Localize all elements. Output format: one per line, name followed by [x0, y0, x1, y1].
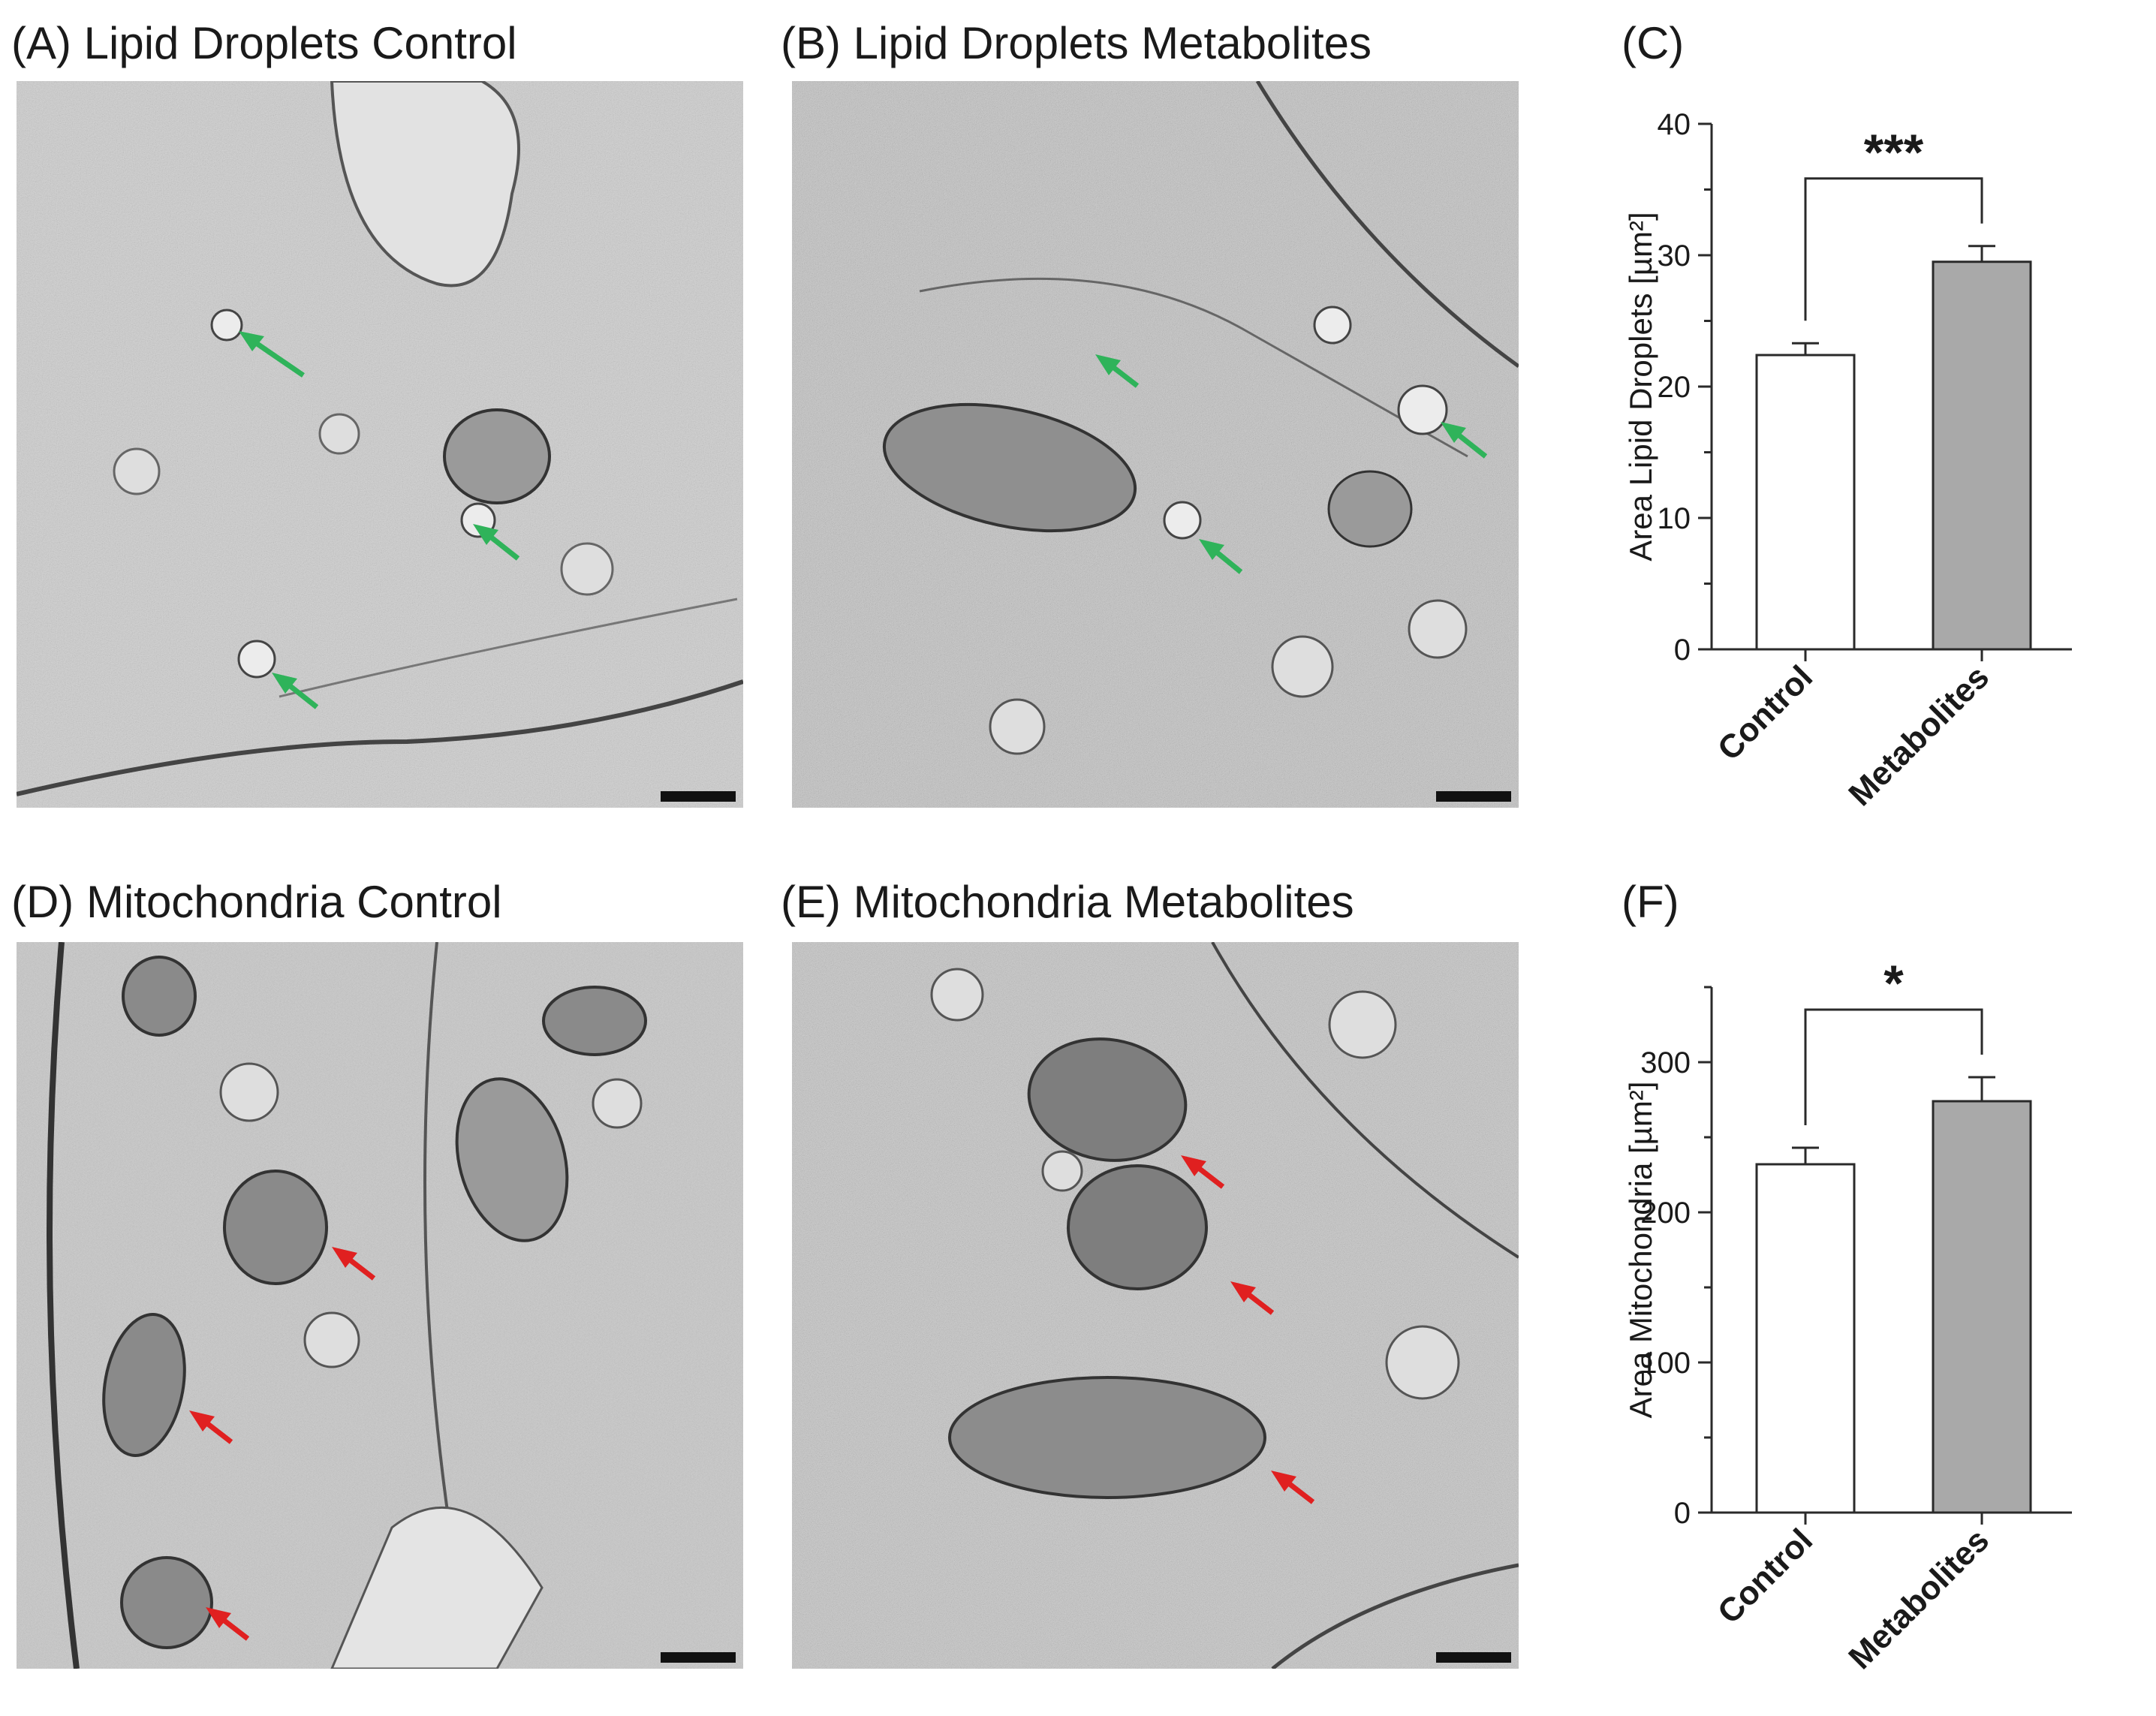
green-arrow-icon — [1441, 422, 1466, 443]
y-tick-label: 300 — [1640, 1046, 1691, 1079]
green-arrow-icon — [1199, 539, 1224, 560]
micrograph — [792, 942, 1519, 1669]
em-image-mito-metabolites — [792, 942, 1519, 1669]
significance-label: *** — [1864, 124, 1924, 181]
red-arrow-icon — [206, 1607, 231, 1628]
x-tick-label: Control — [1711, 658, 1820, 767]
red-arrow-icon — [1230, 1281, 1256, 1302]
x-tick-label: Control — [1711, 1522, 1820, 1630]
green-arrow-icon — [272, 673, 297, 694]
bar-control — [1755, 1163, 1856, 1514]
panel-a-title: (A) Lipid Droplets Control — [11, 18, 517, 68]
scale-bar — [1436, 1652, 1511, 1663]
panel-f-title: (F) — [1622, 877, 1679, 927]
em-image-mito-control — [17, 942, 743, 1669]
micrograph — [17, 942, 743, 1669]
y-axis-label: Area Mitochondria [µm²] — [1623, 1081, 1658, 1418]
green-arrow-icon — [239, 331, 264, 351]
significance-bracket — [1804, 1008, 1983, 1125]
bar-metabolites — [1932, 1100, 2032, 1514]
y-tick-label: 200 — [1640, 1197, 1691, 1230]
chart-svg: 0 10 20 30 40 Area Lipid Droplets [µm²] Contro… — [1623, 108, 2072, 813]
panel-b-title: (B) Lipid Droplets Metabolites — [781, 18, 1372, 68]
bar-chart-mitochondria: 0 100 200 300 Area Mitochondria [µm²] Control… — [1622, 953, 2147, 1704]
y-tick-label: 0 — [1674, 1497, 1691, 1530]
x-tick-label: Metabolites — [1841, 1522, 1996, 1676]
y-tick-label: 20 — [1658, 371, 1691, 404]
red-arrow-icon — [1181, 1155, 1206, 1176]
panel-d-title: (D) Mitochondria Control — [11, 877, 502, 927]
green-arrow-icon — [473, 524, 498, 545]
micrograph — [792, 81, 1519, 808]
micrograph — [17, 81, 743, 808]
bar-chart-lipid-droplets: 0 10 20 30 40 Area Lipid Droplets [µm²] Contro… — [1622, 90, 2147, 841]
em-image-lipid-metabolites — [792, 81, 1519, 808]
y-tick-label: 40 — [1658, 108, 1691, 141]
scale-bar — [1436, 791, 1511, 802]
y-tick-label: 30 — [1658, 239, 1691, 272]
y-tick-label: 0 — [1674, 634, 1691, 667]
red-arrow-icon — [1271, 1471, 1296, 1492]
y-tick-label: 100 — [1640, 1347, 1691, 1380]
panel-c-title: (C) — [1622, 18, 1685, 68]
y-tick-label: 10 — [1658, 502, 1691, 535]
red-arrow-icon — [332, 1247, 357, 1268]
panel-e-title: (E) Mitochondria Metabolites — [781, 877, 1354, 927]
bar-metabolites — [1932, 260, 2032, 651]
bar-control — [1755, 354, 1856, 651]
significance-bracket — [1804, 177, 1983, 321]
y-axis-label: Area Lipid Droplets [µm²] — [1623, 212, 1658, 561]
em-image-lipid-control — [17, 81, 743, 808]
green-arrow-icon — [1095, 354, 1121, 375]
x-tick-label: Metabolites — [1841, 658, 1996, 813]
red-arrow-icon — [189, 1410, 215, 1432]
scale-bar — [661, 791, 736, 802]
scale-bar — [661, 1652, 736, 1663]
significance-label: * — [1883, 955, 1904, 1012]
